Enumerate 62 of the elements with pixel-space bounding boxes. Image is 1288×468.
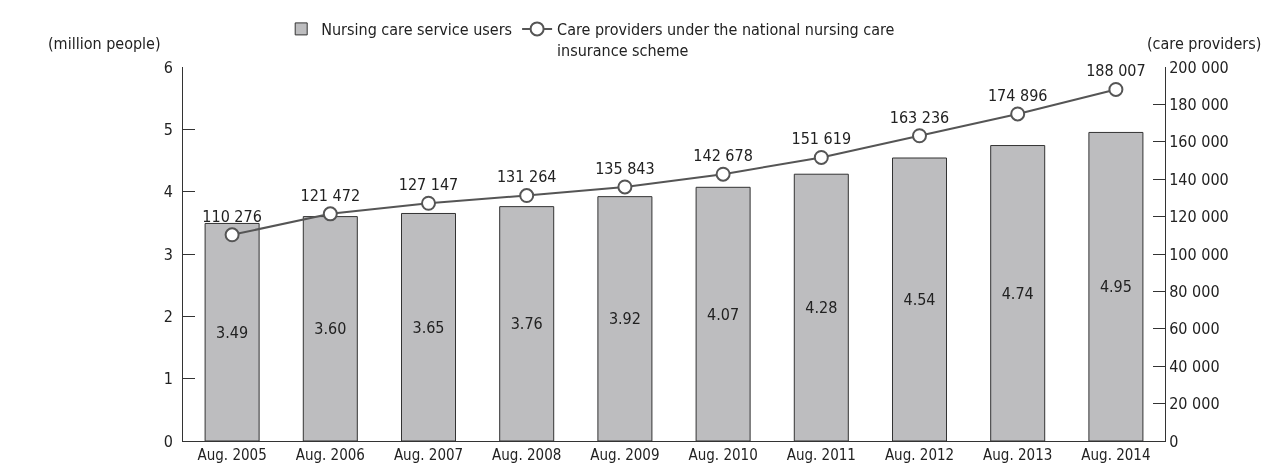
data-label: 151 619 [791,129,852,149]
x-tick-label: Aug. 2011 [786,446,856,464]
y2-tick-label: 100 000 [1169,244,1229,264]
point [813,149,829,165]
x-tick-label: Aug. 2006 [295,446,365,464]
y2-tick-label: 180 000 [1169,95,1229,114]
data-label: 4.07 [707,304,740,324]
y2-tick-label: 80 000 [1169,282,1220,301]
data-label: 4.28 [805,298,838,318]
x-tick-label: Aug. 2010 [688,446,758,464]
data-label: 3.76 [510,314,543,334]
point [1108,81,1124,97]
point [421,195,436,211]
y2-tick-label: 20 000 [1169,394,1220,414]
y-tick-label: 1 [163,369,173,389]
x-tick-label: Aug. 2012 [884,446,955,464]
point [322,206,338,222]
data-label: 174 896 [987,85,1048,105]
legend-label: Care providers under the national nursing care insurance scheme [557,20,895,60]
data-label: 3.65 [412,317,445,337]
point [912,128,927,144]
data-label: 3.49 [216,322,249,342]
data-label: 4.54 [903,290,936,310]
x-tick-label: Aug. 2013 [983,446,1053,464]
y-tick-label: 6 [163,57,173,77]
y2-tick-label: 200 000 [1169,57,1229,77]
point [715,166,731,182]
data-label: 135 843 [595,158,655,178]
data-label: 3.60 [314,319,347,339]
data-label: 110 276 [202,206,262,226]
data-label: 188 007 [1086,61,1146,81]
y2-tick-label: 60 000 [1169,319,1220,339]
y2-tick-label: 140 000 [1169,169,1229,189]
x-tick-label: Aug. 2007 [393,446,464,464]
y2-tick-label: 40 000 [1169,356,1220,376]
y-tick-label: 3 [163,244,173,264]
data-label: 127 147 [398,175,459,195]
y2-axis-title: (care providers) [1147,34,1262,53]
x-tick-label: Aug. 2014 [1081,446,1151,464]
data-label: 4.74 [1001,283,1034,303]
x-tick-label: Aug. 2005 [197,446,267,464]
y2-tick-label: 160 000 [1169,132,1229,152]
y2-tick-label: 0 [1169,431,1179,451]
point [224,227,240,243]
data-label: 3.92 [608,309,641,329]
y-axis-title: (million people) [48,34,161,53]
y-tick-label: 5 [163,119,173,139]
y-tick-label: 2 [163,306,173,326]
y-tick-label: 0 [163,431,173,451]
x-tick-label: Aug. 2009 [590,446,660,464]
y-tick-label: 4 [163,182,173,202]
x-tick-label: Aug. 2008 [492,446,562,464]
data-label: 163 236 [889,107,950,127]
point [519,188,535,204]
legend-label: Nursing care service users [321,20,513,40]
point [1010,106,1026,122]
data-label: 142 678 [693,146,753,166]
data-label: 4.95 [1099,277,1132,297]
y2-tick-label: 120 000 [1169,207,1229,227]
data-label: 131 264 [496,167,557,187]
data-label: 121 472 [300,185,361,205]
point [617,179,633,195]
